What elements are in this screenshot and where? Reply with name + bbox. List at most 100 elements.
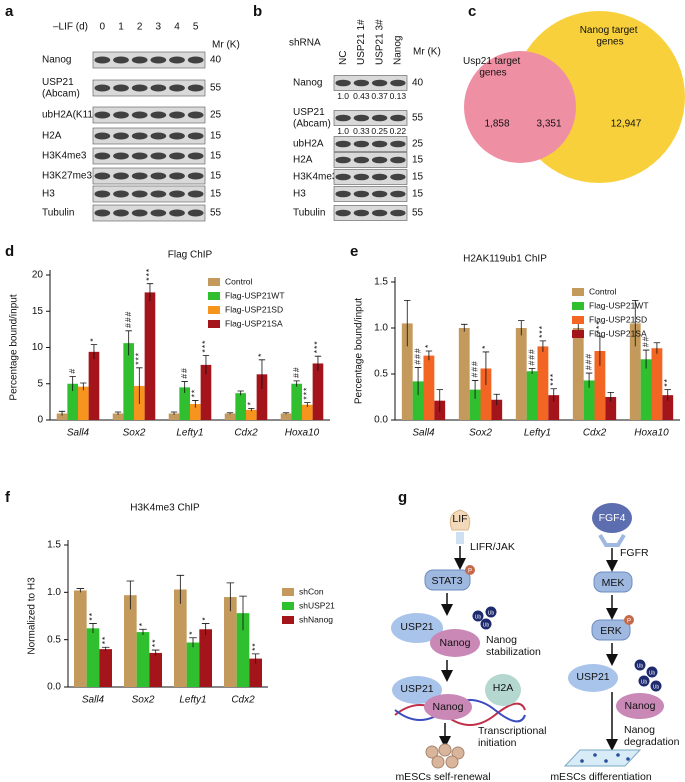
lane-label: 0 bbox=[100, 22, 106, 33]
significance-label: * bbox=[246, 401, 256, 405]
panel-letter: g bbox=[398, 489, 407, 506]
significance-label: * bbox=[480, 345, 490, 349]
ub-label: Ub bbox=[641, 679, 648, 685]
bar bbox=[526, 371, 538, 420]
error-bar bbox=[192, 400, 199, 408]
lane-label: 4 bbox=[174, 22, 180, 33]
stat3-node bbox=[424, 569, 471, 591]
blot-band bbox=[94, 172, 111, 180]
blot-strip bbox=[92, 185, 206, 203]
error-bar bbox=[114, 411, 122, 415]
mr-label: 15 bbox=[210, 189, 222, 200]
error-bar bbox=[181, 381, 188, 394]
row-label: Nanog bbox=[293, 78, 322, 89]
error-bar bbox=[89, 623, 97, 634]
diagram-label: Nanog bbox=[440, 637, 471, 649]
error-bar bbox=[248, 408, 255, 412]
blot-band bbox=[150, 56, 167, 64]
error-bar bbox=[69, 376, 76, 391]
ub-label: Ub bbox=[488, 610, 495, 616]
blot-band bbox=[335, 156, 351, 164]
legend-swatch bbox=[572, 288, 584, 296]
y-tick-label: 0.5 bbox=[374, 369, 388, 380]
dna bbox=[394, 702, 526, 726]
significance-label: ### bbox=[469, 360, 479, 377]
venn-label: Usp21 target genes bbox=[463, 56, 523, 79]
blot-band bbox=[187, 172, 204, 180]
lane-label: 5 bbox=[193, 22, 199, 33]
bar bbox=[88, 351, 100, 420]
blot-band bbox=[169, 152, 185, 160]
blot-band bbox=[169, 84, 185, 92]
blot-band bbox=[150, 190, 167, 198]
row-label: H3K4me3 bbox=[42, 151, 87, 162]
bar bbox=[186, 642, 200, 687]
bar bbox=[179, 387, 190, 420]
bar bbox=[74, 590, 87, 687]
bar bbox=[537, 346, 549, 420]
significance-label: ** bbox=[100, 636, 110, 645]
blot-band bbox=[335, 190, 351, 198]
chart-title: Flag ChIP bbox=[168, 250, 213, 261]
condition-label: shRNA bbox=[289, 38, 321, 49]
error-bar bbox=[664, 389, 671, 401]
error-bar bbox=[585, 372, 593, 388]
bar bbox=[605, 397, 617, 420]
bar bbox=[572, 328, 584, 420]
ub-cluster: Ub Ub Ub Ub bbox=[634, 659, 662, 692]
blot-band bbox=[113, 56, 129, 64]
blot-band bbox=[335, 173, 351, 181]
legend-swatch bbox=[208, 292, 220, 300]
mr-label: 40 bbox=[412, 78, 424, 89]
mr-label: 40 bbox=[210, 55, 222, 66]
blot-band bbox=[390, 156, 406, 164]
legend-label: Flag-USP21SD bbox=[589, 314, 647, 324]
bar bbox=[99, 649, 112, 687]
bar bbox=[168, 413, 180, 420]
blot-band bbox=[131, 152, 148, 160]
legend-swatch bbox=[208, 278, 220, 286]
blot-band bbox=[169, 111, 185, 119]
significance-label: ### bbox=[583, 353, 593, 370]
significance-label: *** bbox=[594, 320, 604, 333]
blot-band bbox=[187, 132, 204, 140]
legend-label: Control bbox=[589, 286, 617, 296]
phospho-label: P bbox=[468, 569, 472, 575]
diagram-label: LIF bbox=[452, 513, 467, 525]
legend-label: Flag-USP21SD bbox=[225, 304, 283, 314]
blot-band bbox=[131, 172, 148, 180]
error-bar bbox=[550, 388, 557, 402]
phospho-label: P bbox=[627, 619, 631, 625]
pathway-diagram: g LIF LIFR/JAK STAT3 P USP21 Nanog Ub Ub… bbox=[391, 489, 680, 782]
row-label: H3 bbox=[293, 189, 306, 200]
significance-label: * bbox=[423, 344, 433, 348]
error-bar bbox=[482, 351, 490, 386]
legend-label: shUSP21 bbox=[299, 600, 335, 610]
x-tick-label: Cdx2 bbox=[583, 428, 607, 439]
blot-band bbox=[94, 132, 111, 140]
significance-label: *** bbox=[134, 352, 144, 365]
mr-label: 15 bbox=[412, 155, 424, 166]
blot-strip bbox=[333, 75, 408, 91]
blot-band bbox=[94, 56, 111, 64]
bar bbox=[423, 355, 435, 420]
blot-band bbox=[371, 79, 388, 87]
significance-label: *** bbox=[144, 268, 154, 281]
error-bar bbox=[151, 649, 160, 656]
mr-label: 55 bbox=[412, 208, 424, 219]
blot-band bbox=[187, 152, 204, 160]
blot-band bbox=[169, 172, 185, 180]
lane-label: 2 bbox=[137, 22, 143, 33]
mr-label: 15 bbox=[412, 172, 424, 183]
significance-label: ## bbox=[640, 336, 650, 347]
significance-label: ### bbox=[123, 311, 133, 328]
chart-title: H3K4me3 ChIP bbox=[130, 503, 200, 514]
panel-letter: a bbox=[5, 3, 14, 20]
diagram-label: FGF4 bbox=[599, 512, 626, 524]
bar bbox=[249, 658, 262, 687]
diagram-label: ERK bbox=[600, 625, 622, 637]
dna bbox=[394, 699, 526, 723]
error-bar bbox=[425, 350, 433, 361]
blot-strip bbox=[92, 79, 206, 97]
bar bbox=[491, 399, 503, 420]
